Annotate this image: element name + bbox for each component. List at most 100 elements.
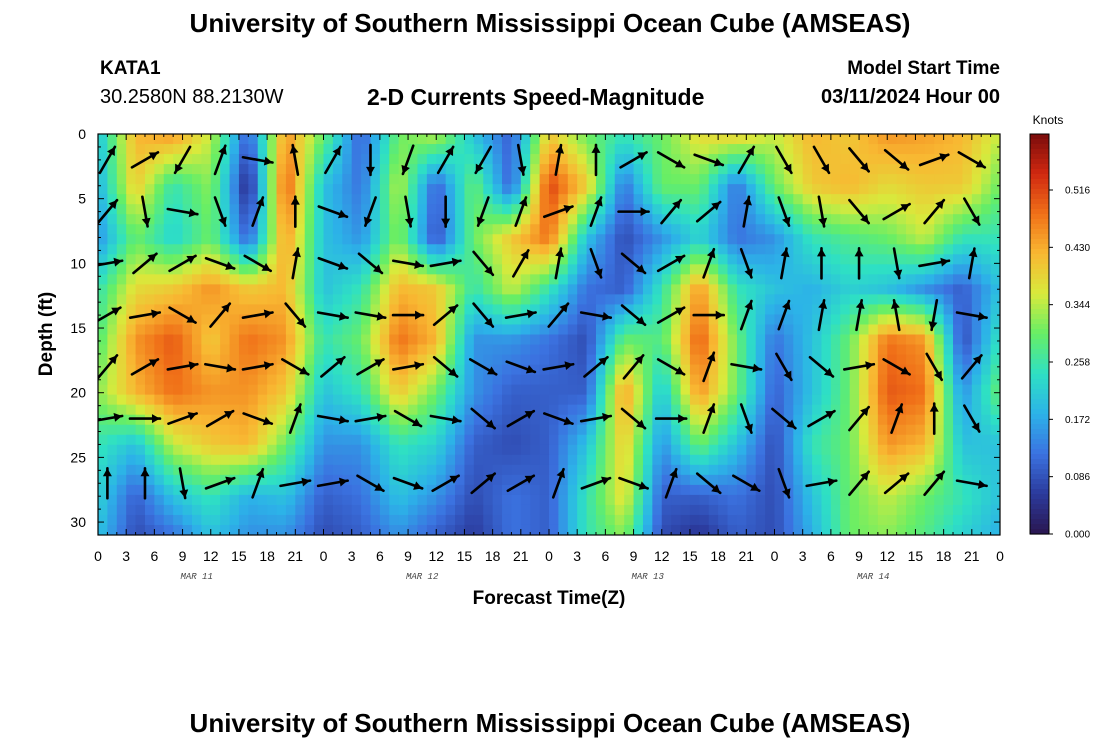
colorbar-segment (1030, 229, 1049, 235)
heatmap-cell (934, 224, 945, 235)
heatmap-cell (191, 244, 202, 255)
heatmap-cell (304, 514, 315, 526)
heatmap-cell (868, 274, 879, 285)
current-vector-arrow (516, 143, 527, 176)
heatmap-cell (774, 394, 785, 406)
heatmap-cell (915, 214, 926, 225)
heatmap-cell (689, 424, 700, 436)
heatmap-cell (267, 174, 278, 185)
heatmap-cell (379, 314, 390, 326)
heatmap-cell (492, 464, 503, 476)
heatmap-cell (191, 194, 202, 205)
heatmap-cell (530, 384, 541, 396)
heatmap-cell (483, 324, 494, 336)
heatmap-cell (220, 324, 231, 336)
heatmap-cell (689, 334, 700, 346)
heatmap-cell (783, 184, 794, 195)
heatmap-cell (595, 294, 606, 306)
heatmap-cell (708, 294, 719, 306)
heatmap-cell (408, 434, 419, 446)
heatmap-cell (981, 284, 992, 296)
heatmap-cell (633, 454, 644, 466)
heatmap-cell (351, 454, 362, 466)
heatmap-cell (868, 244, 879, 255)
heatmap-cell (135, 164, 146, 175)
heatmap-cell (746, 314, 757, 326)
colorbar-segment (1030, 154, 1049, 160)
heatmap-cell (229, 444, 240, 456)
current-vector-arrow (775, 352, 793, 382)
heatmap-cell (877, 304, 888, 316)
heatmap-cell (652, 514, 663, 526)
heatmap-cell (417, 374, 428, 386)
heatmap-cell (530, 524, 541, 535)
heatmap-cell (953, 164, 964, 175)
current-vector-arrow (693, 153, 725, 167)
heatmap-cell (483, 444, 494, 456)
heatmap-cell (511, 344, 522, 356)
heatmap-cell (332, 334, 343, 346)
heatmap-cell (323, 264, 334, 275)
heatmap-cell (755, 334, 766, 346)
heatmap-cell (201, 394, 212, 406)
heatmap-cell (257, 374, 268, 386)
heatmap-cell (304, 344, 315, 356)
heatmap-cell (605, 364, 616, 376)
heatmap-cell (144, 314, 155, 326)
heatmap-cell (746, 494, 757, 506)
heatmap-cell (173, 274, 184, 285)
heatmap-cell (614, 384, 625, 396)
heatmap-cell (257, 314, 268, 326)
heatmap-cell (135, 444, 146, 456)
heatmap-cell (201, 194, 212, 205)
heatmap-cell (417, 134, 428, 145)
heatmap-cell (295, 334, 306, 346)
heatmap-cell (492, 454, 503, 466)
heatmap-cell (408, 484, 419, 496)
heatmap-cell (614, 464, 625, 476)
heatmap-cell (398, 324, 409, 336)
heatmap-cell (323, 464, 334, 476)
heatmap-cell (314, 444, 325, 456)
heatmap-cell (642, 464, 653, 476)
heatmap-cell (408, 344, 419, 356)
heatmap-cell (530, 444, 541, 456)
current-vector-arrow (505, 360, 537, 374)
heatmap-cell (642, 404, 653, 416)
heatmap-cell (323, 474, 334, 486)
heatmap-cell (267, 314, 278, 326)
heatmap-cell (821, 194, 832, 205)
heatmap-cell (314, 514, 325, 526)
heatmap-cell (530, 184, 541, 195)
heatmap-cell (492, 134, 503, 145)
heatmap-cell (877, 324, 888, 336)
heatmap-cell (718, 434, 729, 446)
heatmap-cell (774, 524, 785, 535)
heatmap-cell (915, 234, 926, 245)
heatmap-cell (595, 324, 606, 336)
heatmap-cell (370, 204, 381, 215)
heatmap-cell (107, 394, 118, 406)
heatmap-cell (445, 294, 456, 306)
heatmap-cell (567, 264, 578, 275)
heatmap-cell (699, 514, 710, 526)
heatmap-cell (718, 364, 729, 376)
colorbar-segment (1030, 174, 1049, 180)
heatmap-cell (398, 484, 409, 496)
heatmap-cell (464, 344, 475, 356)
heatmap-cell (445, 444, 456, 456)
heatmap-cell (267, 234, 278, 245)
heatmap-cell (295, 204, 306, 215)
heatmap-cell (182, 244, 193, 255)
heatmap-cell (248, 474, 259, 486)
heatmap-cell (774, 234, 785, 245)
heatmap-cell (539, 424, 550, 436)
heatmap-cell (511, 194, 522, 205)
model-start-label: Model Start Time (847, 58, 1000, 79)
heatmap-cell (116, 394, 127, 406)
heatmap-cell (257, 354, 268, 366)
heatmap-cell (689, 244, 700, 255)
heatmap-cell (924, 164, 935, 175)
heatmap-cell (257, 434, 268, 446)
current-vector-arrow (923, 470, 946, 497)
